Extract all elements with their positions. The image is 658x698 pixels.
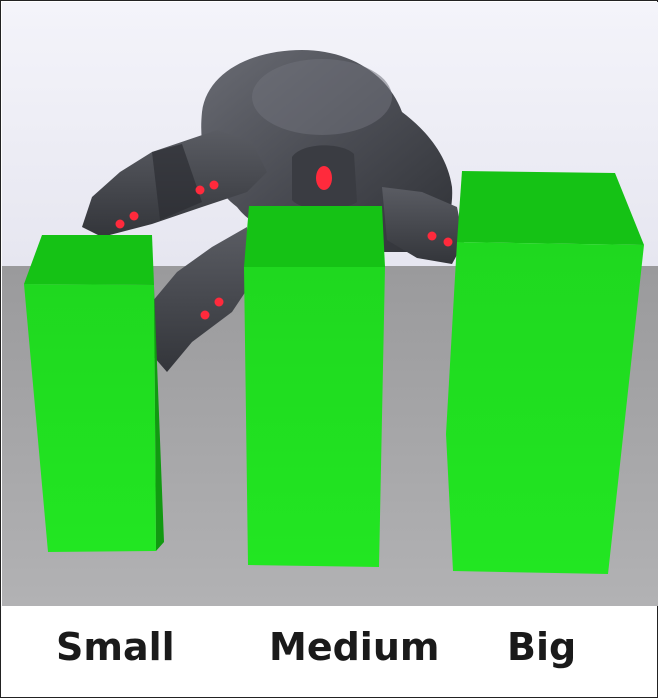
marker xyxy=(200,310,210,320)
block-small-front xyxy=(24,284,156,552)
block-small-top xyxy=(24,235,154,285)
block-medium xyxy=(244,206,385,567)
block-labels: Small Medium Big xyxy=(1,607,657,697)
block-big-front xyxy=(446,242,644,574)
block-big-top xyxy=(457,171,644,245)
label-small: Small xyxy=(56,625,175,669)
marker xyxy=(443,237,453,247)
label-medium: Medium xyxy=(269,625,440,669)
block-small-side xyxy=(152,235,164,551)
block-small xyxy=(24,235,164,552)
robot-hand xyxy=(82,50,464,372)
finger-joint xyxy=(152,144,202,220)
marker xyxy=(316,166,332,190)
label-big: Big xyxy=(507,625,577,669)
marker xyxy=(115,219,125,229)
finger-right xyxy=(382,187,464,264)
palm-highlight xyxy=(252,59,392,135)
block-medium-front xyxy=(244,267,385,567)
simulation-scene xyxy=(2,2,658,606)
marker xyxy=(195,185,205,195)
finger-lower-left xyxy=(152,227,252,372)
scene-render xyxy=(2,2,658,606)
marker xyxy=(129,211,139,221)
marker xyxy=(214,297,224,307)
block-medium-top xyxy=(244,206,385,267)
block-big xyxy=(446,171,644,574)
marker xyxy=(427,231,437,241)
marker xyxy=(209,180,219,190)
